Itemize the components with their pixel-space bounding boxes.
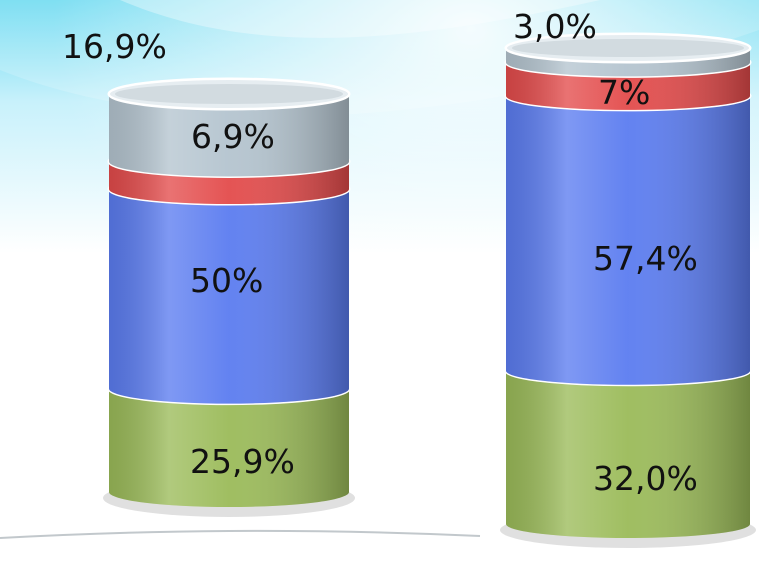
- cylinder-lid-inner: [115, 84, 343, 104]
- segment-shine: [109, 94, 349, 177]
- data-label: 25,9%: [190, 442, 295, 481]
- data-labels: 25,9% 50% 6,9% 16,9% 32,0% 57,4% 7%3,0%: [62, 7, 698, 498]
- data-label: 3,0%: [513, 7, 597, 46]
- data-label: 16,9%: [62, 27, 167, 66]
- segment-shine: [506, 62, 750, 110]
- segment-shine: [506, 95, 750, 385]
- plot-area: [103, 32, 756, 548]
- data-label: 6,9%: [191, 117, 275, 156]
- data-label: 50%: [190, 261, 263, 300]
- cylinder-segment: [504, 80, 752, 385]
- segment-shine: [109, 388, 349, 507]
- floor-line: [0, 529, 481, 539]
- cylinder-lid-inner: [512, 39, 744, 57]
- segment-shine: [506, 370, 750, 538]
- data-label: 57,4%: [593, 239, 698, 278]
- segment-shine: [109, 161, 349, 205]
- data-label: 32,0%: [593, 459, 698, 498]
- segment-shine: [109, 189, 349, 404]
- data-label: 7%: [598, 73, 650, 112]
